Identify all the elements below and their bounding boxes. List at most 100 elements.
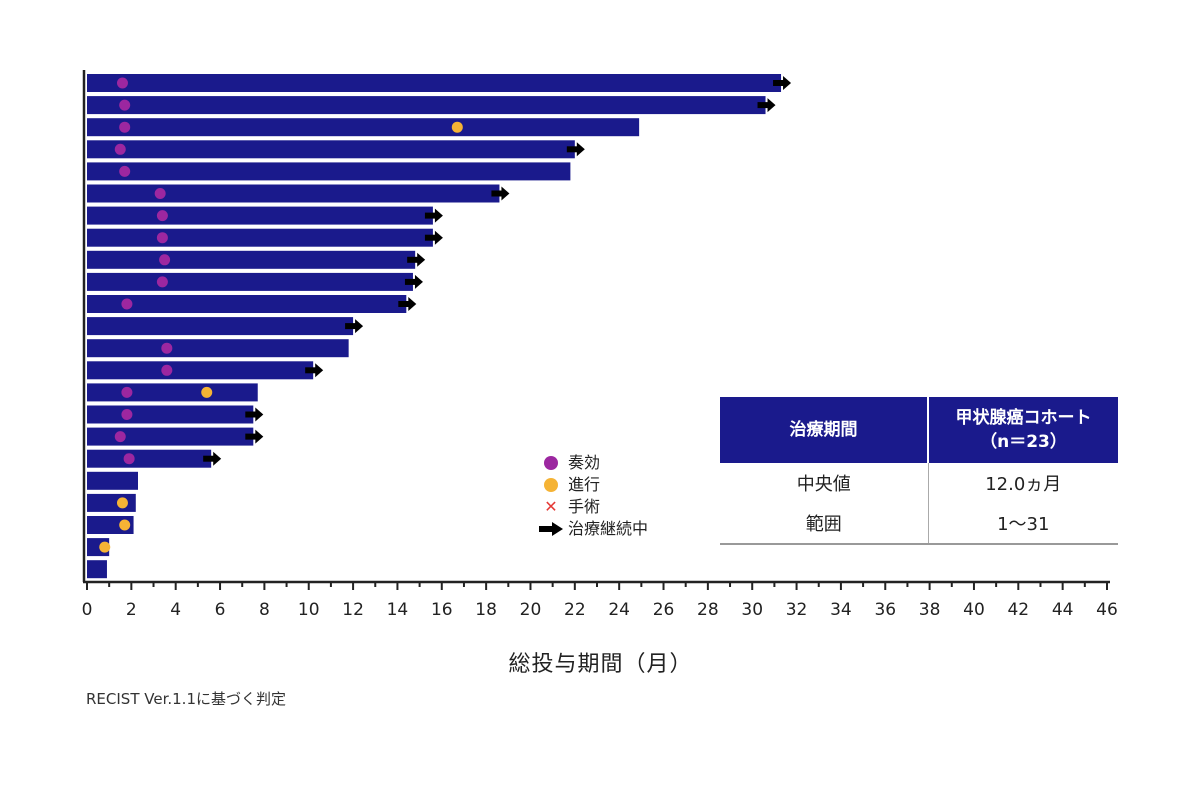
- footnote: RECIST Ver.1.1に基づく判定: [86, 690, 286, 708]
- patient-bar: [87, 361, 314, 380]
- response-marker: [156, 232, 168, 244]
- response-marker: [121, 298, 133, 310]
- patient-bar: [87, 449, 212, 468]
- ongoing-arrow: [345, 319, 364, 334]
- ongoing-arrow: [407, 252, 426, 267]
- ongoing-arrow: [491, 186, 510, 201]
- patient-bar: [87, 560, 107, 579]
- response-marker: [119, 99, 131, 111]
- patient-bar: [87, 184, 500, 203]
- legend-item-progression: 進行: [538, 474, 648, 496]
- patient-bar: [87, 427, 254, 446]
- legend-label-response: 奏効: [568, 453, 601, 472]
- patient-bar: [87, 405, 254, 424]
- x-tick-label: 18: [475, 600, 497, 620]
- x-tick-label: 0: [82, 600, 93, 620]
- x-tick-label: 42: [1007, 600, 1029, 620]
- x-tick-label: 6: [215, 600, 226, 620]
- x-tick-label: 28: [697, 600, 719, 620]
- x-tick-label: 38: [919, 600, 941, 620]
- response-marker: [123, 453, 135, 465]
- x-tick-label: 44: [1052, 600, 1074, 620]
- response-marker: [161, 342, 173, 354]
- response-marker: [114, 143, 126, 155]
- ongoing-arrow: [757, 98, 776, 113]
- surgery-x-icon: ✕: [544, 497, 558, 516]
- progression-marker: [201, 386, 213, 398]
- summary-header-cohort: 甲状腺癌コホート （n＝23）: [928, 397, 1118, 463]
- bars-layer: [87, 74, 792, 579]
- response-marker: [156, 276, 168, 288]
- patient-bar: [87, 118, 640, 137]
- summary-row-median-value: 12.0ヵ月: [985, 474, 1062, 495]
- patient-bar: [87, 250, 416, 269]
- ongoing-arrow: [203, 451, 222, 466]
- summary-row-range-value: 1〜31: [928, 503, 1118, 545]
- x-tick-label: 32: [786, 600, 808, 620]
- x-tick-label: 22: [564, 600, 586, 620]
- patient-bar: [87, 471, 138, 490]
- response-marker: [121, 386, 133, 398]
- response-marker: [161, 364, 173, 376]
- patient-bar: [87, 272, 413, 291]
- response-marker: [159, 254, 171, 266]
- x-tick-label: 46: [1096, 600, 1118, 620]
- progression-marker: [116, 497, 128, 509]
- progression-marker: [119, 519, 131, 531]
- x-tick-label: 26: [653, 600, 675, 620]
- patient-bar: [87, 162, 571, 181]
- x-axis: 0 2 4 6 8 10 12 14 16 18 20 22 24 26 28 30 32 34 36 38 40 42 4…: [82, 70, 1118, 620]
- response-dot-icon: [544, 456, 558, 470]
- response-marker: [154, 188, 166, 199]
- legend-item-ongoing: 治療継続中: [538, 518, 648, 540]
- legend-label-progression: 進行: [568, 475, 601, 494]
- response-marker: [114, 431, 126, 443]
- summary-row-range-label: 範囲: [720, 503, 929, 545]
- summary-header-cohort-name: 甲状腺癌コホート: [955, 408, 1092, 428]
- progression-marker: [99, 541, 111, 553]
- x-tick-label: 10: [298, 600, 320, 620]
- x-tick-label: 4: [170, 600, 181, 620]
- legend-label-surgery: 手術: [568, 497, 601, 516]
- x-tick-label: 34: [830, 600, 852, 620]
- ongoing-arrow: [404, 274, 423, 289]
- legend-label-ongoing: 治療継続中: [568, 519, 649, 538]
- ongoing-arrow: [245, 407, 264, 422]
- patient-bar: [87, 295, 407, 313]
- ongoing-arrow: [398, 297, 417, 311]
- ongoing-arrow: [773, 76, 792, 90]
- response-marker: [121, 409, 133, 420]
- x-tick-label: 36: [874, 600, 896, 620]
- response-marker: [116, 77, 128, 89]
- response-marker: [119, 121, 131, 133]
- swimmer-chart: 0 2 4 6 8 10 12 14 16 18 20 22 24 26 28 30 32 34 36 38 40 42 4…: [82, 70, 1118, 620]
- response-marker: [156, 210, 168, 222]
- x-axis-title: 総投与期間（月）: [508, 652, 693, 677]
- legend-item-surgery: ✕ 手術: [538, 496, 648, 518]
- progression-marker: [451, 121, 463, 133]
- legend-item-response: 奏効: [538, 452, 648, 474]
- summary-row-median-label: 中央値: [720, 463, 929, 503]
- response-marker: [119, 165, 131, 177]
- summary-table: 治療期間 甲状腺癌コホート （n＝23） 中央値 12.0ヵ月 範囲 1〜31: [720, 397, 1118, 545]
- x-tick-label: 14: [387, 600, 409, 620]
- patient-bar: [87, 96, 766, 115]
- ongoing-arrow: [305, 363, 324, 378]
- ongoing-arrow: [424, 230, 443, 245]
- patient-bar: [87, 140, 575, 159]
- ongoing-arrow: [566, 142, 585, 157]
- x-tick-label: 2: [126, 600, 137, 620]
- patient-bar: [87, 206, 433, 225]
- x-tick-label: 30: [741, 600, 763, 620]
- x-tick-label: 8: [259, 600, 270, 620]
- ongoing-arrow: [424, 208, 443, 223]
- patient-bar: [87, 493, 136, 512]
- progression-dot-icon: [544, 478, 558, 492]
- patient-bar: [87, 383, 258, 402]
- x-tick-label: 12: [342, 600, 364, 620]
- summary-header-period: 治療期間: [720, 397, 929, 463]
- patient-bar: [87, 74, 782, 92]
- summary-header-cohort-n: （n＝23）: [980, 432, 1067, 452]
- ongoing-arrow: [245, 429, 264, 444]
- patient-bar: [87, 317, 354, 336]
